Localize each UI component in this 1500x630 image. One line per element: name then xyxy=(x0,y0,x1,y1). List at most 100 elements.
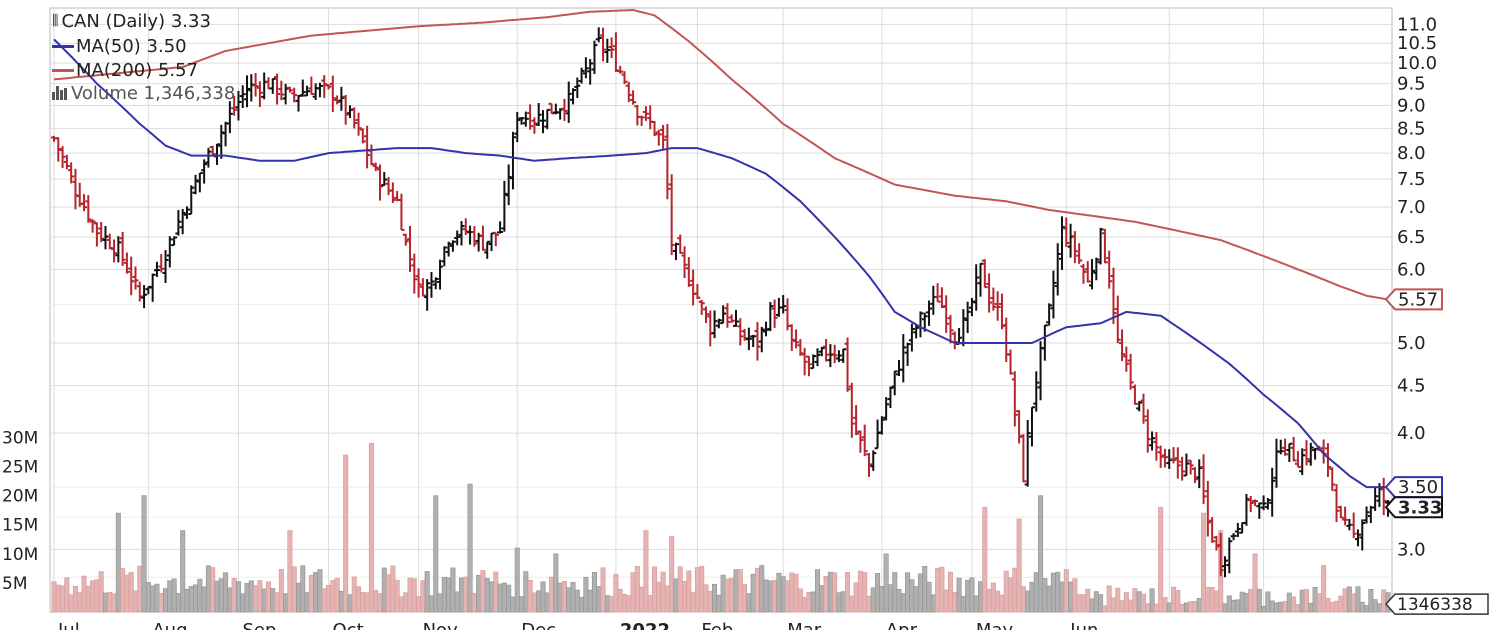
volume-bar xyxy=(609,596,615,613)
price-bar xyxy=(136,281,143,302)
price-bar xyxy=(1209,517,1216,543)
volume-bar xyxy=(360,592,366,613)
volume-bar xyxy=(1342,588,1348,613)
volume-bar xyxy=(909,579,915,613)
x-tick-label: Aug xyxy=(152,620,187,630)
volume-bar xyxy=(501,582,507,613)
price-bar xyxy=(994,291,1001,321)
price-bar xyxy=(1290,436,1297,462)
price-bar xyxy=(128,256,135,296)
price-bar xyxy=(750,334,757,347)
price-bar xyxy=(226,101,233,134)
price-bar xyxy=(754,322,761,361)
price-bar xyxy=(865,452,872,477)
price-bar xyxy=(617,65,624,74)
price-bar xyxy=(364,125,371,169)
price-bar xyxy=(183,206,190,219)
price-bar xyxy=(338,86,345,111)
volume-bar xyxy=(630,572,636,613)
price-bar xyxy=(1264,498,1271,510)
volume-bar xyxy=(1201,512,1207,613)
price-bar xyxy=(235,90,242,121)
x-tick-label: Dec xyxy=(521,620,556,630)
price-bar xyxy=(201,159,208,184)
volume-bar xyxy=(900,593,906,613)
price-bar xyxy=(166,236,173,268)
volume-bar xyxy=(1042,578,1048,613)
volume-bar xyxy=(1248,588,1254,613)
price-bar xyxy=(805,355,812,377)
volume-bar xyxy=(326,585,332,613)
volume-bar xyxy=(1239,591,1245,613)
price-bar xyxy=(428,271,435,298)
legend-volume: Volume 1,346,338 xyxy=(52,82,235,104)
volume-bar xyxy=(767,580,773,613)
price-bar xyxy=(1243,494,1250,526)
volume-bar xyxy=(107,591,113,613)
price-bar xyxy=(1187,459,1194,475)
volume-bar xyxy=(1175,590,1181,613)
price-bar xyxy=(758,326,765,353)
price-tick-label: 7.0 xyxy=(1397,197,1426,218)
volume-bar xyxy=(386,574,392,613)
volume-bar xyxy=(1205,586,1211,613)
volume-bar xyxy=(652,566,658,613)
volume-bar xyxy=(330,580,336,613)
volume-bar xyxy=(411,578,417,613)
price-bar xyxy=(1359,519,1366,551)
volume-bar xyxy=(132,590,138,613)
volume-bar xyxy=(428,595,434,613)
price-bar xyxy=(1222,556,1229,578)
volume-bar xyxy=(145,582,151,613)
volume-bar xyxy=(1316,593,1322,613)
price-bar xyxy=(664,124,671,200)
volume-bar xyxy=(939,566,945,613)
volume-bar xyxy=(287,530,293,613)
volume-bar xyxy=(1295,604,1301,613)
price-bar xyxy=(896,359,903,376)
price-bar xyxy=(153,261,160,277)
price-bar xyxy=(389,182,396,203)
volume-bar xyxy=(810,591,816,613)
volume-bar xyxy=(1329,602,1335,613)
volume-bar xyxy=(677,566,683,613)
volume-bar xyxy=(72,586,78,613)
price-bar xyxy=(655,129,662,146)
legend-volume-label: Volume 1,346,338 xyxy=(71,82,236,104)
price-bar xyxy=(1071,231,1078,264)
volume-bar xyxy=(561,581,567,613)
price-bar xyxy=(1089,259,1096,290)
volume-bar xyxy=(999,594,1005,613)
price-bar xyxy=(544,108,551,130)
volume-bar xyxy=(446,577,452,613)
volume-bar xyxy=(244,583,250,613)
price-bar xyxy=(848,382,855,438)
price-bar xyxy=(334,95,341,105)
price-bar xyxy=(437,259,444,290)
ma50-swatch-icon xyxy=(52,44,74,48)
volume-bar xyxy=(1325,598,1331,613)
price-bar xyxy=(424,279,431,311)
volume-bar xyxy=(471,592,477,613)
volume-bar xyxy=(1093,591,1099,613)
price-bar xyxy=(570,88,577,105)
volume-bar xyxy=(210,567,216,613)
price-bar xyxy=(398,193,405,231)
price-bar xyxy=(788,324,795,351)
volume-bar xyxy=(407,577,413,613)
x-tick-label: Mar xyxy=(787,620,822,630)
volume-bar xyxy=(235,581,241,613)
volume-bar xyxy=(1123,592,1129,613)
price-bar xyxy=(630,90,637,105)
price-bar xyxy=(1204,480,1211,537)
x-tick-label: Jul xyxy=(57,620,80,630)
price-bar xyxy=(595,27,602,43)
ma200-swatch-icon xyxy=(52,68,74,72)
price-bar xyxy=(248,74,255,102)
x-tick-label: Jun xyxy=(1069,620,1098,630)
price-bar xyxy=(98,222,105,243)
price-bar xyxy=(454,230,461,246)
price-bar xyxy=(239,85,246,108)
volume-bar xyxy=(497,583,503,613)
price-bar xyxy=(1157,445,1164,468)
